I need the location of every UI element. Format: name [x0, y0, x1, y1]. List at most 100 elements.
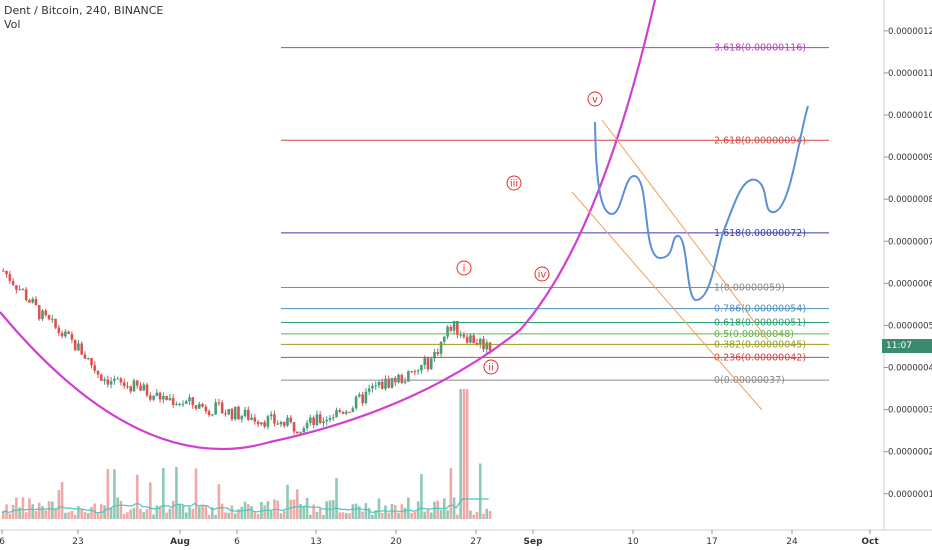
candle-body [371, 385, 374, 389]
candle-body [488, 342, 492, 351]
volume-bar [57, 490, 61, 519]
volume-bar [397, 512, 400, 519]
volume-bar [459, 389, 462, 519]
channel-upper [601, 119, 769, 341]
volume-bar [302, 506, 306, 519]
volume-bar [142, 512, 146, 519]
candle-body [132, 380, 136, 392]
candle-body [44, 310, 48, 316]
volume-legend[interactable]: Vol [4, 18, 21, 31]
candle-body [374, 385, 377, 387]
fib-level-label: 0.236(0.00000042) [714, 352, 806, 363]
volume-bar [155, 505, 159, 519]
candle-body [456, 321, 459, 336]
volume-bar [413, 511, 417, 519]
volume-bar [478, 463, 482, 519]
candle-body [211, 414, 214, 416]
candle-body [129, 386, 132, 392]
volume-bar [86, 513, 90, 519]
candle-body [8, 274, 12, 281]
volume-bar [171, 500, 175, 519]
candle-body [309, 417, 312, 423]
candle-body [269, 414, 273, 417]
volume-bar [44, 510, 48, 519]
fib-level-label: 3.618(0.00000116) [714, 43, 806, 54]
volume-bar [106, 469, 110, 519]
fibonacci-extension[interactable]: 3.618(0.00000116) 2.618(0.00000094) 1.618(… [281, 43, 829, 386]
volume-bar [152, 514, 155, 519]
candle-body [90, 357, 93, 366]
volume-bar [214, 514, 217, 519]
volume-bar [420, 474, 423, 519]
volume-bar [387, 512, 391, 519]
fib-level-label: 0.382(0.00000045) [714, 339, 806, 350]
candle-body [217, 402, 221, 404]
drawings[interactable] [0, 0, 809, 450]
volume-bar [374, 510, 377, 519]
wave-label: iii [510, 179, 518, 190]
candle-body [83, 354, 87, 359]
candle-body [403, 381, 407, 383]
symbol-title[interactable]: Dent / Bitcoin, 240, BINANCE [4, 4, 164, 17]
volume-bar [184, 512, 188, 519]
candle-body [158, 392, 162, 400]
volume-bar [315, 511, 319, 519]
volume-bar [149, 482, 152, 519]
volume-bar [358, 506, 361, 519]
y-tick-label: 0.00000010 [888, 490, 932, 500]
volume-bar [60, 481, 64, 519]
candle-body [465, 336, 469, 343]
x-tick-label: 23 [72, 537, 83, 547]
candle-body [462, 334, 466, 337]
candle-body [341, 411, 345, 414]
candle-body [227, 408, 230, 415]
candle-body [433, 352, 436, 359]
candle-body [469, 335, 472, 343]
candle-body [390, 377, 394, 388]
volume-bar [15, 497, 18, 519]
volume-bar [11, 504, 15, 519]
x-tick-label: 20 [390, 537, 402, 547]
volume-bar [433, 501, 436, 519]
wave-label: iv [538, 270, 547, 281]
candle-body [361, 394, 364, 404]
x-tick-label: 24 [786, 537, 798, 547]
volume-bar [217, 484, 221, 519]
fib-level-label: 2.618(0.00000094) [714, 135, 806, 146]
volume-bar [158, 506, 162, 519]
candle-body [168, 398, 172, 400]
candle-body [397, 374, 400, 383]
candle-body [122, 382, 126, 387]
candle-body [243, 409, 247, 417]
time-axis[interactable]: 6 23 Aug 6 13 20 27 Sep 10 17 24 Oct [0, 529, 932, 547]
wave-marker [483, 359, 499, 375]
candle-body [106, 379, 110, 385]
candle-body [256, 421, 260, 425]
candle-body [247, 409, 250, 420]
volume-bar [227, 512, 230, 519]
x-tick-label: Aug [170, 537, 190, 547]
candle-body [194, 405, 198, 409]
volume-bar [488, 510, 492, 519]
candle-body [302, 428, 306, 433]
candle-body [439, 341, 443, 354]
candle-body [113, 378, 116, 382]
candle-body [328, 417, 332, 420]
volume-bar [47, 501, 51, 519]
volume-bars [1, 389, 492, 519]
wave-marker [534, 266, 550, 282]
volume-bar [465, 389, 469, 519]
volume-bar [485, 508, 489, 519]
candle-body [354, 396, 358, 409]
candle-body [260, 422, 263, 425]
candlestick-series [2, 268, 492, 436]
volume-ma-line [1, 498, 489, 514]
candle-body [109, 381, 113, 385]
candle-body [400, 374, 404, 383]
candle-body [77, 343, 80, 351]
